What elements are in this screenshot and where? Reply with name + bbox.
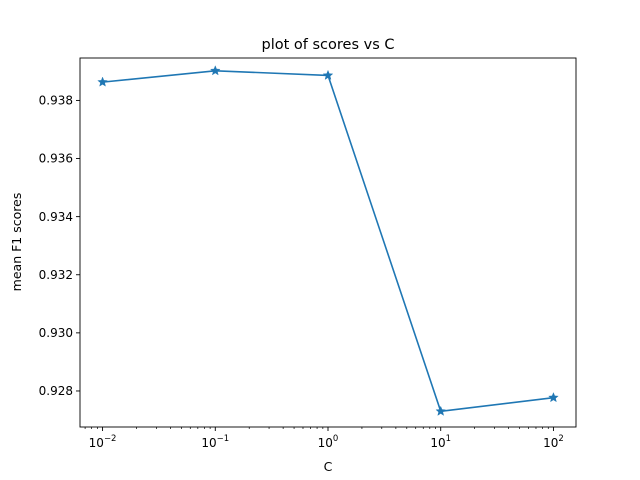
y-tick-label: 0.932	[39, 268, 73, 282]
x-tick-label: 102	[543, 434, 564, 450]
y-tick-label: 0.934	[39, 210, 73, 224]
x-tick-label: 100	[318, 434, 339, 450]
plot-area	[97, 65, 559, 416]
x-tick-label: 101	[430, 434, 451, 450]
y-axis-label: mean F1 scores	[9, 193, 24, 292]
y-tick-label: 0.936	[39, 152, 73, 166]
data-point-star-marker	[548, 392, 559, 403]
x-tick-label: 10−1	[201, 434, 229, 450]
data-point-star-marker	[97, 76, 108, 87]
y-tick-label: 0.930	[39, 326, 73, 340]
x-tick-label: 10−2	[89, 434, 117, 450]
y-axis-ticks: 0.928 0.930 0.932 0.934 0.936 0.938	[39, 94, 80, 398]
x-axis-ticks: 10−2 10−1 100 101 102	[84, 427, 564, 450]
data-point-star-marker	[210, 65, 221, 76]
y-tick-label: 0.938	[39, 94, 73, 108]
data-point-star-marker	[435, 405, 446, 416]
x-axis-label: C	[324, 459, 333, 474]
y-tick-label: 0.928	[39, 384, 73, 398]
chart-title: plot of scores vs C	[262, 37, 395, 53]
data-point-star-marker	[322, 69, 334, 80]
